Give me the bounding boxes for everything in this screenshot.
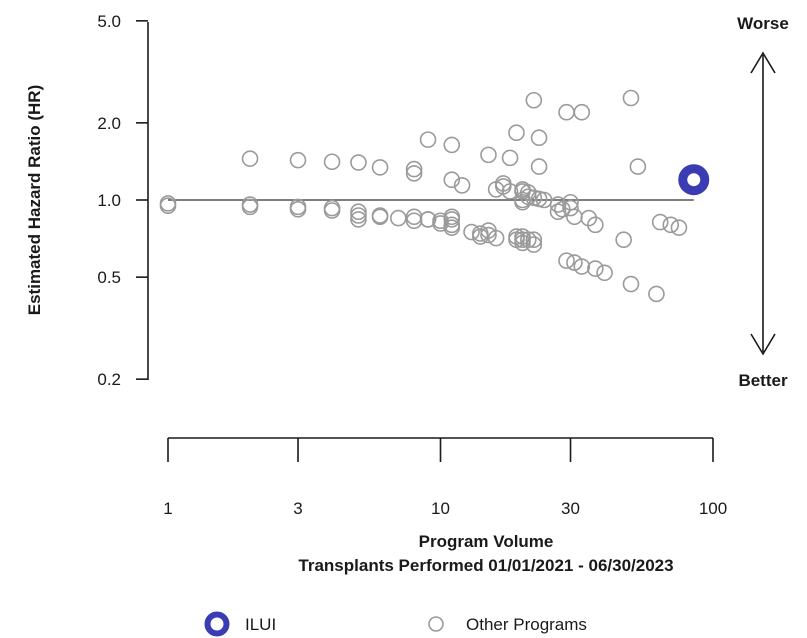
other-program-point [371,159,389,176]
other-program-point [549,203,567,221]
legend-ilui-marker [204,611,230,637]
other-program-point [371,207,389,224]
legend-other-marker [428,616,444,632]
other-program-point [562,199,579,217]
legend-ilui-label: ILUI [245,615,276,634]
other-program-point [405,160,423,178]
other-program-point [525,91,543,109]
other-program-point [587,216,604,234]
y-axis-ticks: 0.2 0.5 1.0 2.0 5.0 [97,12,148,389]
other-program-point [622,89,640,107]
better-label: Better [738,371,788,390]
ilui-point-layer [678,164,710,196]
other-program-point [289,151,307,169]
other-program-point [323,153,341,171]
other-program-point [405,212,423,230]
other-program-point [622,275,640,293]
other-program-point [241,198,259,216]
other-program-point [530,158,548,175]
other-program-point [419,131,437,148]
other-program-point [514,193,531,211]
other-program-point [573,103,591,121]
other-program-point [587,260,604,277]
x-axis-title: Program Volume [419,532,554,551]
other-program-point [501,183,519,200]
y-tick-label: 0.2 [97,370,121,389]
other-program-point [323,202,341,219]
other-program-point [558,103,575,121]
other-program-point [487,229,505,247]
x-tick-label: 10 [431,499,450,518]
other-program-point [558,252,575,269]
other-program-point [629,158,647,175]
other-program-point [453,177,471,194]
y-axis-title: Estimated Hazard Ratio (HR) [25,85,44,315]
y-tick-label: 2.0 [97,114,121,133]
other-program-point [371,208,389,226]
other-program-point [549,196,567,213]
other-program-point [443,171,461,189]
worse-label: Worse [737,14,789,33]
other-program-point [159,197,177,215]
y-tick-label: 0.5 [97,268,121,287]
other-program-point [508,124,525,142]
other-program-point [615,231,632,249]
other-program-point [520,188,537,206]
other-program-point [241,150,259,167]
other-program-point [405,165,423,182]
other-program-point [443,219,461,236]
y-tick-label: 5.0 [97,12,121,31]
other-program-point [350,211,367,228]
other-program-point [662,216,680,234]
other-program-point [443,211,461,228]
other-program-point [419,211,437,228]
other-program-point [289,200,307,218]
other-program-point [520,231,537,249]
x-tick-label: 30 [561,499,580,518]
other-program-point [530,129,548,147]
other-program-point [501,149,519,167]
y-tick-label: 1.0 [97,191,121,210]
other-programs-points [159,89,688,303]
x-tick-label: 1 [163,499,172,518]
legend-other-label: Other Programs [466,615,587,634]
other-program-point [670,219,688,236]
other-program-point [648,285,665,303]
other-program-point [463,223,480,241]
other-program-point [480,146,497,164]
legend: ILUI Other Programs [204,611,587,637]
x-tick-label: 100 [699,499,727,518]
direction-arrow [750,51,776,356]
other-program-point [405,208,423,226]
other-program-point [389,209,407,227]
ilui-point [678,164,710,196]
x-axis-subtitle: Transplants Performed 01/01/2021 - 06/30… [298,556,673,575]
other-program-point [443,136,461,154]
other-program-point [566,208,583,226]
other-program-point [350,154,367,171]
x-axis-ticks: 1 3 10 30 100 [163,438,727,518]
other-program-point [480,226,497,244]
other-program-point [350,203,367,221]
other-program-point [525,231,543,249]
other-program-point [651,213,669,231]
other-program-point [573,258,591,275]
other-program-point [525,236,543,253]
other-program-point [350,207,367,224]
x-tick-label: 3 [293,499,302,518]
other-program-point [596,264,613,282]
